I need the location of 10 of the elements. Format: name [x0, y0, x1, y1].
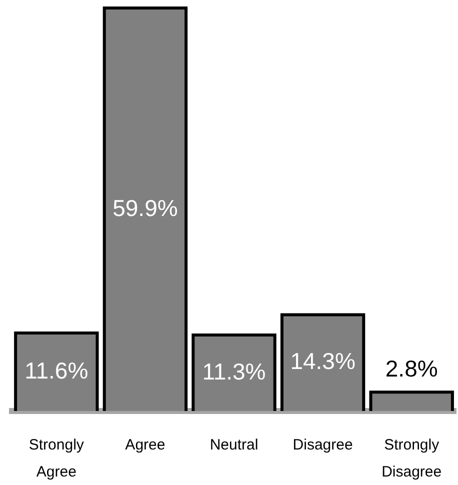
- x-tick-label: Strongly Agree: [28, 436, 84, 481]
- x-tick-label: Disagree: [292, 436, 353, 454]
- data-label: 11.6%: [24, 357, 88, 384]
- data-label: 2.8%: [385, 356, 438, 382]
- data-label: 14.3%: [290, 348, 356, 374]
- data-label: 11.3%: [202, 358, 266, 384]
- x-tick-label: Strongly Disagree: [382, 436, 442, 481]
- x-tick-label: Neutral: [210, 436, 258, 454]
- x-tick-label: Agree: [125, 436, 166, 454]
- data-label: 59.9%: [112, 194, 178, 221]
